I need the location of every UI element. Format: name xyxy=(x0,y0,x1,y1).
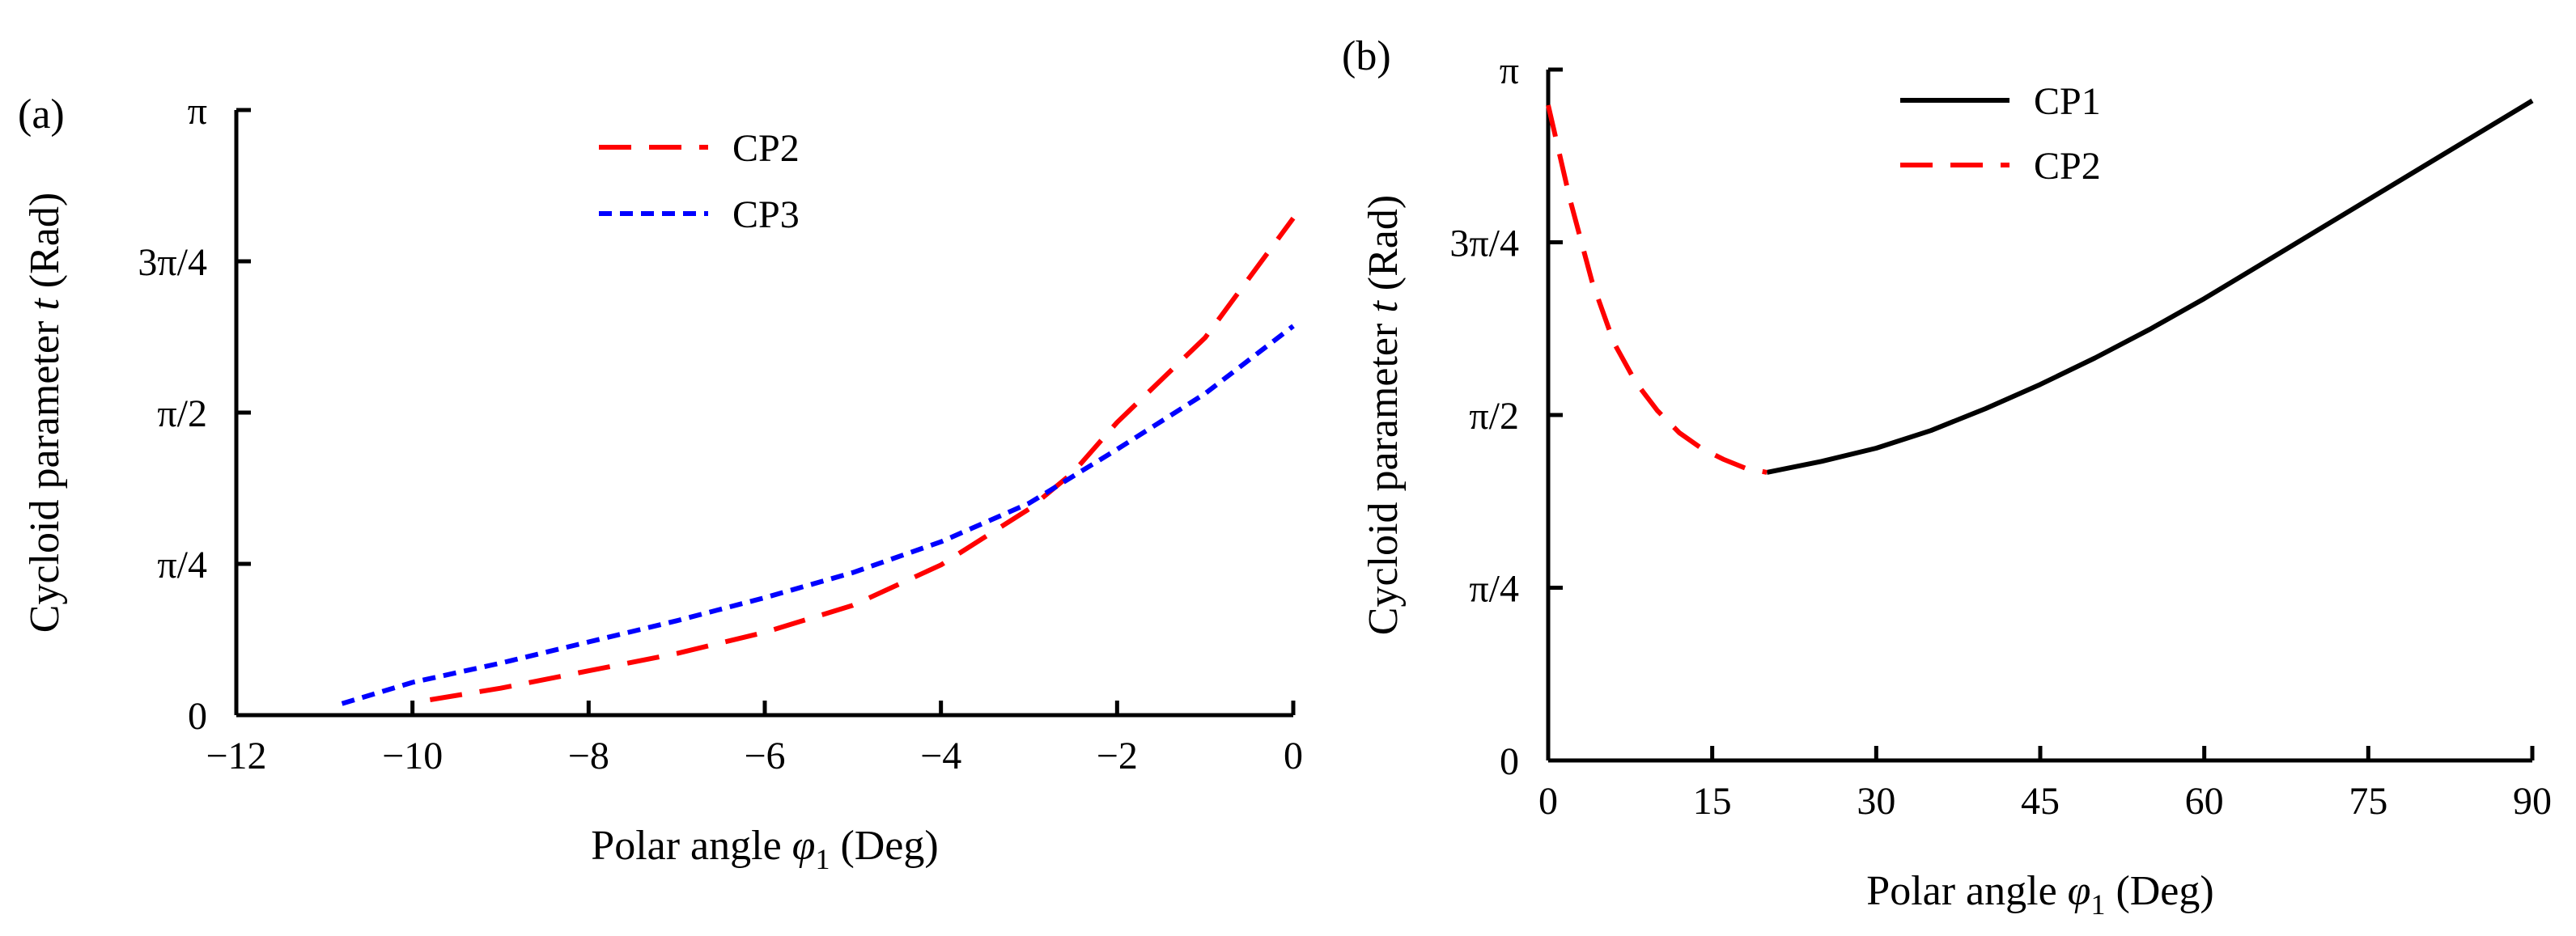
y-tick-label: π xyxy=(1500,49,1519,92)
y-tick-label: 3π/4 xyxy=(1449,222,1519,265)
series-line-cp1 xyxy=(1766,98,2534,475)
x-tick-label: −2 xyxy=(1097,735,1138,777)
series-line-cp2 xyxy=(429,216,1296,702)
y-tick-label: π/2 xyxy=(1469,395,1519,438)
x-axis-title: Polar angle φ1 (Deg) xyxy=(591,823,938,875)
chart-panel-a: −12 −10 −8 −6 −4 −2 0 0 π/4 π/2 3π/4 π CP2 CP3 (a) Pola… xyxy=(18,90,1303,875)
y-tick-label: 0 xyxy=(188,695,207,738)
x-tick-label: 0 xyxy=(1538,780,1558,823)
legend-label: CP2 xyxy=(2034,145,2101,188)
y-axis-title: Cycloid parameter t (Rad) xyxy=(22,193,68,633)
x-tick-label: 30 xyxy=(1857,780,1895,823)
y-tick-label: π/4 xyxy=(157,544,207,587)
series-line-cp3 xyxy=(341,324,1295,706)
y-tick-label: π xyxy=(188,90,207,133)
legend-label: CP2 xyxy=(732,127,800,170)
y-axis-title: Cycloid parameter t (Rad) xyxy=(1360,195,1407,635)
x-tick-label: 75 xyxy=(2349,780,2387,823)
y-tick-label: π/4 xyxy=(1469,567,1519,610)
y-tick-label: π/2 xyxy=(157,392,207,435)
x-tick-label: −10 xyxy=(382,735,443,777)
x-tick-label: 90 xyxy=(2513,780,2552,823)
x-axis-title: Polar angle φ1 (Deg) xyxy=(1866,868,2213,921)
x-tick-label: 15 xyxy=(1693,780,1732,823)
x-tick-label: 0 xyxy=(1284,735,1303,777)
x-tick-label: −4 xyxy=(920,735,961,777)
y-tick-label: 0 xyxy=(1500,740,1519,783)
y-tick-label: 3π/4 xyxy=(138,241,207,284)
x-tick-label: −8 xyxy=(568,735,609,777)
x-tick-label: −6 xyxy=(744,735,785,777)
series-line-cp2 xyxy=(1546,104,1768,475)
panel-label: (b) xyxy=(1342,33,1391,79)
panel-label: (a) xyxy=(18,91,65,138)
x-tick-label: 45 xyxy=(2021,780,2060,823)
legend-label: CP3 xyxy=(732,193,800,236)
chart-panel-b: 0 15 30 45 60 75 90 0 π/4 π/2 3π/4 π CP1 CP2 (b) Polar … xyxy=(1342,33,2552,921)
x-tick-label: 60 xyxy=(2185,780,2224,823)
x-tick-label: −12 xyxy=(206,735,266,777)
legend-label: CP1 xyxy=(2034,80,2101,123)
